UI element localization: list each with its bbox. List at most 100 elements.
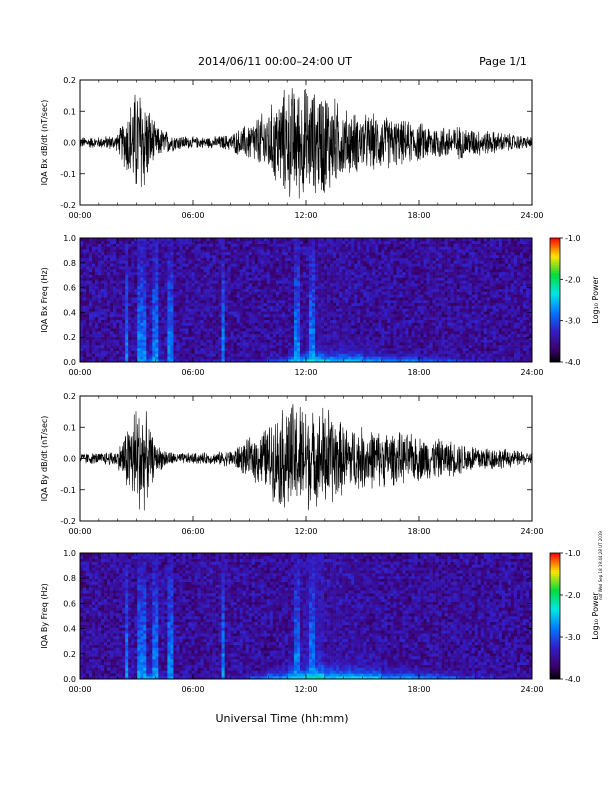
spectrogram-cell [287,359,292,363]
spectrogram-cell [140,356,144,360]
spectrogram-cell [116,302,120,306]
spectrogram-cell [242,300,247,304]
spectrogram-cell [200,311,204,315]
spectrogram-cell [110,238,114,242]
spectrogram-cell [293,246,298,250]
spectrogram-cell [101,356,105,360]
spectrogram-cell [227,300,231,304]
spectrogram-cell [146,339,150,343]
spectrogram-cell [167,347,171,352]
spectrogram-cell [372,271,376,275]
spectrogram-cell [257,347,262,352]
spectrogram-cell [315,345,319,349]
spectrogram-cell [309,314,313,318]
spectrogram-cell [134,322,138,326]
spectrogram-cell [245,277,250,281]
spectrogram-cell [366,266,370,270]
spectrogram-cell [278,314,283,318]
spectrogram-cell [209,240,213,244]
spectrogram-cell [405,325,409,329]
spectrogram-cell [272,238,277,242]
spectrogram-cell [333,269,337,273]
spectrogram-cell [351,350,355,354]
spectrogram-cell [221,339,225,343]
spectrogram-cell [408,333,412,337]
spectrogram-cell [239,331,244,335]
spectrogram-cell [152,300,156,304]
spectrogram-cell [330,280,334,284]
spectrogram-cell [363,328,367,332]
spectrogram-cell [80,328,84,332]
spectrogram-cell [149,271,153,275]
spectrogram-cell [357,249,361,253]
spectrogram-cell [339,297,343,301]
spectrogram-cell [405,319,409,323]
spectrogram-cell [384,249,388,253]
spectrogram-cell [113,274,117,278]
spectrogram-cell [324,277,328,281]
spectrogram-cell [266,342,271,346]
spectrogram-cell [339,243,343,247]
spectrogram-cell [402,322,406,326]
spectrogram-cell [387,353,391,357]
spectrogram-cell [333,322,337,326]
spectrogram-cell [396,240,400,244]
spectrogram-cell [366,243,370,247]
spectrogram-cell [131,311,135,315]
spectrogram-cell [119,271,123,275]
spectrogram-cell [125,252,129,256]
spectrogram-cell [215,291,219,295]
spectrogram-cell [209,269,213,273]
spectrogram-cell [399,266,403,270]
spectrogram-cell [375,333,379,337]
spectrogram-cell [309,274,313,278]
spectrogram-cell [98,240,102,244]
spectrogram-cell [98,283,102,287]
spectrogram-cell [251,252,256,256]
spectrogram-cell [98,297,102,301]
spectrogram-cell [315,249,319,253]
spectrogram-cell [312,319,316,323]
spectrogram-cell [158,254,162,259]
spectrogram-cell [146,322,150,326]
spectrogram-cell [149,356,153,360]
spectrogram-cell [188,274,192,278]
spectrogram-cell [200,333,204,337]
spectrogram-cell [275,302,280,306]
spectrogram-cell [345,249,349,253]
spectrogram-cell [399,325,403,329]
spectrogram-cell [260,283,265,287]
spectrogram-cell [101,274,105,278]
spectrogram-cell [101,339,105,343]
spectrogram-cell [236,240,240,244]
spectrogram-cell [378,336,382,340]
spectrogram-cell [342,283,346,287]
spectrogram-cell [312,353,316,357]
spectrogram-cell [221,308,225,312]
spectrogram-cell [236,316,240,321]
spectrogram-cell [197,291,201,295]
spectrogram-cell [306,308,310,312]
spectrogram-cell [272,305,277,309]
spectrogram-cell [176,336,180,340]
spectrogram-cell [405,297,409,301]
spectrogram-cell [125,271,129,275]
spectrogram-cell [164,345,168,349]
spectrogram-cell [155,359,159,363]
spectrogram-cell [384,356,388,360]
spectrogram-cell [287,328,292,332]
spectrogram-cell [293,249,298,253]
spectrogram-cell [257,271,262,275]
spectrogram-cell [375,238,379,242]
spectrogram-cell [372,269,376,273]
spectrogram-cell [158,350,162,354]
spectrogram-cell [405,331,409,335]
spectrogram-cell [227,277,231,281]
spectrogram-cell [399,260,403,264]
spectrogram-cell [101,266,105,270]
spectrogram-cell [390,294,394,298]
spectrogram-cell [402,353,406,357]
spectrogram-cell [318,254,322,259]
spectrogram-cell [179,252,183,256]
spectrogram-cell [164,308,168,312]
